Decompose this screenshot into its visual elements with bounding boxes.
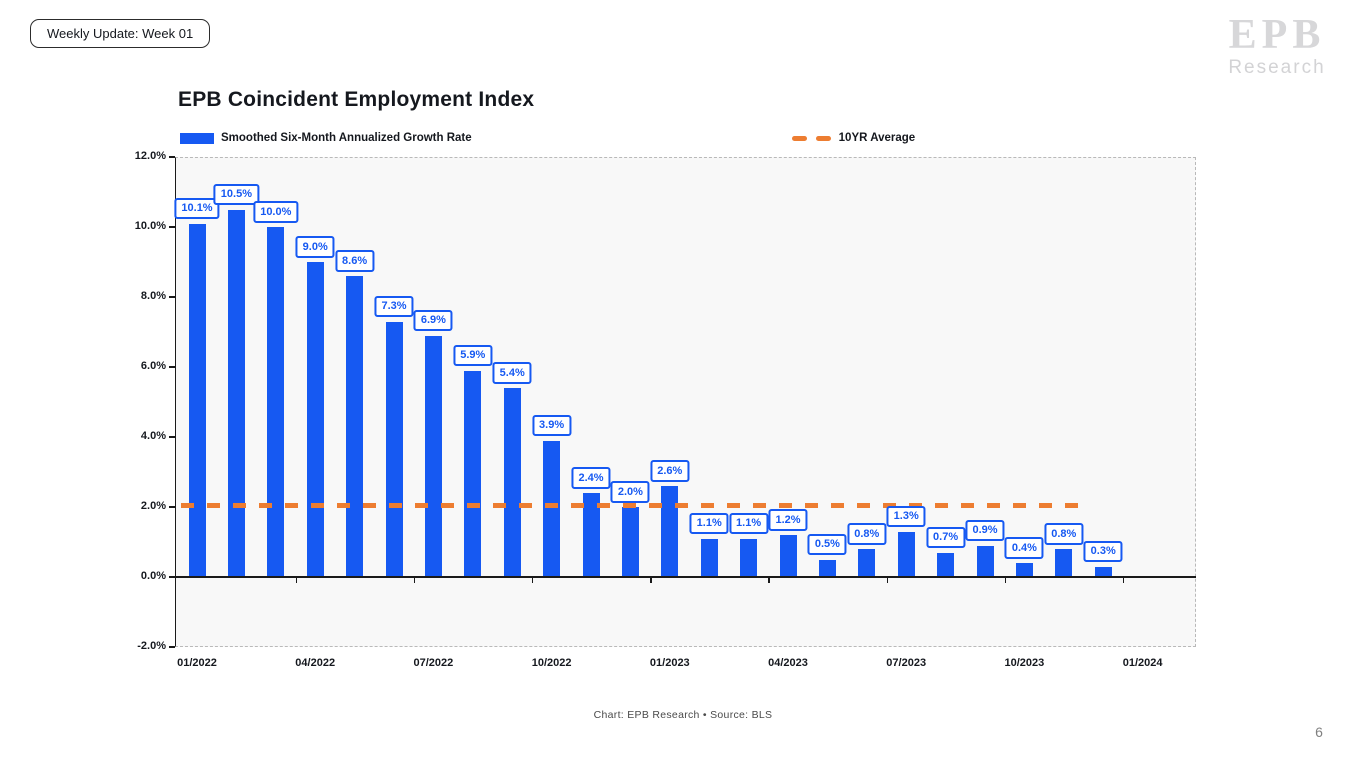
legend-bar-swatch bbox=[180, 132, 214, 144]
y-axis-tick-mark bbox=[169, 366, 175, 368]
bar-value-label: 8.6% bbox=[335, 250, 375, 272]
y-axis-tick-label: -2.0% bbox=[137, 640, 166, 652]
y-axis-tick-label: 12.0% bbox=[134, 150, 166, 162]
bar-value-label: 0.3% bbox=[1083, 540, 1123, 563]
bar-value-label: 10.1% bbox=[174, 197, 220, 220]
y-axis-tick-mark bbox=[169, 226, 175, 228]
bar bbox=[700, 538, 718, 577]
chart-title: EPB Coincident Employment Index bbox=[178, 88, 535, 111]
bar bbox=[976, 545, 994, 577]
logo-wordmark: EPB bbox=[1228, 12, 1326, 58]
bar bbox=[818, 559, 836, 577]
zero-axis-line bbox=[175, 576, 1196, 578]
legend-dash-icon bbox=[815, 135, 831, 141]
legend-label-10yr-average: 10YR Average bbox=[838, 132, 916, 144]
bar-value-label: 0.8% bbox=[1044, 523, 1084, 545]
bar-value-label: 2.0% bbox=[610, 481, 650, 503]
y-axis-tick-label: 6.0% bbox=[140, 360, 166, 372]
bar bbox=[188, 223, 206, 577]
bar bbox=[621, 507, 639, 577]
y-axis-tick-mark bbox=[169, 506, 175, 508]
bar-value-label: 7.3% bbox=[374, 295, 414, 318]
bar bbox=[424, 335, 442, 577]
x-axis-tick-mark bbox=[886, 577, 888, 583]
bar bbox=[267, 227, 285, 577]
bar bbox=[1094, 566, 1112, 577]
bar bbox=[385, 321, 403, 577]
bar-value-label: 2.4% bbox=[571, 467, 611, 489]
legend-dash-icon bbox=[791, 135, 807, 141]
bar bbox=[582, 493, 600, 577]
y-axis-tick-mark bbox=[169, 436, 175, 438]
bar bbox=[1055, 549, 1073, 577]
bar bbox=[858, 549, 876, 577]
x-axis-tick-label: 10/2023 bbox=[1004, 657, 1045, 669]
epb-research-logo: EPB Research bbox=[1210, 14, 1344, 79]
bar bbox=[897, 531, 915, 577]
x-axis-tick-label: 01/2024 bbox=[1122, 657, 1163, 669]
y-axis-tick-label: 10.0% bbox=[134, 220, 166, 232]
x-axis-tick-label: 07/2022 bbox=[413, 657, 454, 669]
bar bbox=[227, 209, 245, 577]
legend-label-growth-rate: Smoothed Six-Month Annualized Growth Rat… bbox=[221, 132, 472, 144]
y-axis-tick-label: 4.0% bbox=[140, 430, 166, 442]
y-axis-tick-label: 8.0% bbox=[140, 290, 166, 302]
x-axis-tick-label: 10/2022 bbox=[531, 657, 572, 669]
x-axis-tick-label: 04/2023 bbox=[768, 657, 808, 669]
bar bbox=[779, 535, 797, 577]
y-axis-tick-mark bbox=[169, 646, 175, 648]
y-axis-tick-label: 0.0% bbox=[140, 570, 166, 582]
x-axis-tick-mark bbox=[295, 577, 297, 583]
bar-value-label: 10.0% bbox=[253, 201, 299, 223]
bar-value-label: 0.4% bbox=[1004, 537, 1044, 559]
x-axis-tick-mark bbox=[1122, 577, 1125, 583]
x-axis-tick-label: 04/2022 bbox=[295, 657, 336, 669]
bar bbox=[937, 552, 955, 577]
y-axis-tick-label: 2.0% bbox=[140, 500, 166, 512]
bar-value-label: 0.9% bbox=[965, 519, 1005, 542]
bar-value-label: 1.1% bbox=[689, 512, 729, 535]
page-number: 6 bbox=[1315, 724, 1323, 740]
bar bbox=[306, 262, 324, 577]
bar-value-label: 6.9% bbox=[413, 309, 453, 332]
plot-area bbox=[175, 157, 1196, 647]
bar-value-label: 5.9% bbox=[453, 344, 493, 367]
y-axis-tick-mark bbox=[169, 576, 175, 578]
logo-subtext: Research bbox=[1228, 57, 1326, 78]
bar-value-label: 9.0% bbox=[295, 236, 335, 258]
bar-value-label: 0.7% bbox=[926, 526, 966, 549]
chart-legend: Smoothed Six-Month Annualized Growth Rat… bbox=[180, 132, 915, 144]
bar bbox=[503, 388, 521, 577]
x-axis-tick-label: 07/2023 bbox=[886, 657, 927, 669]
x-axis-tick-mark bbox=[531, 577, 534, 583]
weekly-update-badge: Weekly Update: Week 01 bbox=[30, 19, 211, 48]
bar bbox=[464, 370, 482, 577]
x-axis-tick-mark bbox=[768, 577, 770, 583]
legend-dashed-line-swatch bbox=[791, 135, 831, 141]
bar-value-label: 1.1% bbox=[729, 512, 769, 535]
bar-value-label: 0.8% bbox=[847, 523, 887, 545]
y-axis-tick-mark bbox=[169, 296, 175, 298]
bar-value-label: 10.5% bbox=[213, 183, 259, 206]
bar-value-label: 2.6% bbox=[650, 460, 690, 482]
ten-year-average-line bbox=[181, 502, 1087, 508]
x-axis-tick-mark bbox=[413, 577, 416, 583]
bar bbox=[1015, 563, 1033, 577]
x-axis-tick-label: 01/2022 bbox=[177, 657, 217, 669]
x-axis-tick-label: 01/2023 bbox=[649, 657, 690, 669]
bar-value-label: 3.9% bbox=[532, 414, 572, 437]
bar bbox=[740, 538, 758, 577]
x-axis-tick-mark bbox=[650, 577, 652, 583]
bar bbox=[346, 276, 364, 577]
bar-value-label: 0.5% bbox=[807, 533, 847, 556]
bar bbox=[543, 440, 561, 577]
chart-source-note: Chart: EPB Research • Source: BLS bbox=[593, 709, 773, 721]
y-axis-tick-mark bbox=[169, 156, 175, 158]
x-axis-tick-mark bbox=[1004, 577, 1007, 583]
bar-value-label: 1.2% bbox=[768, 509, 808, 531]
bar-value-label: 1.3% bbox=[886, 505, 926, 528]
bar-value-label: 5.4% bbox=[492, 362, 532, 384]
bar bbox=[661, 486, 679, 577]
